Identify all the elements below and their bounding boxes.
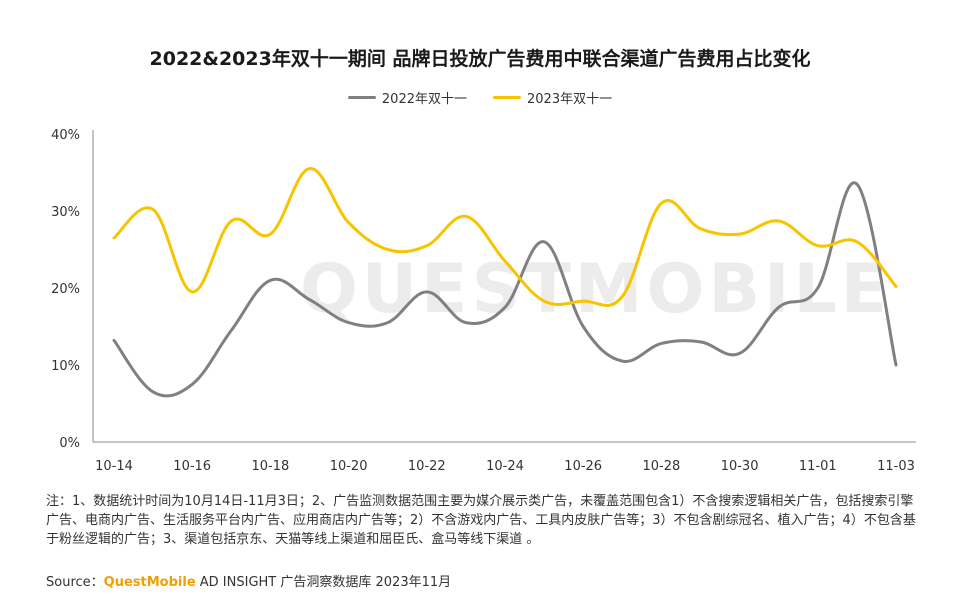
x-tick-label: 11-01 xyxy=(799,459,837,474)
x-axis: 10-14 10-16 10-18 10-20 10-22 10-24 10-26 10-28… xyxy=(93,441,916,474)
x-tick-label: 10-16 xyxy=(173,459,211,474)
legend-item-2022: 2022年双十一 xyxy=(347,88,467,107)
chart-title: 2022&2023年双十一期间 品牌日投放广告费用中联合渠道广告费用占比变化 xyxy=(149,48,811,70)
footnote: 注：1、数据统计时间为10月14日-11月3日；2、广告监测数据范围主要为媒介展… xyxy=(46,494,916,547)
source-brand: QuestMobile xyxy=(103,575,196,590)
legend: 2022年双十一 2023年双十一 xyxy=(0,88,960,107)
x-tick-label: 10-26 xyxy=(564,459,602,474)
source-prefix: Source： xyxy=(46,575,104,590)
legend-label-2023: 2023年双十一 xyxy=(527,92,613,107)
y-tick-label: 40% xyxy=(51,128,80,143)
y-tick-label: 30% xyxy=(51,205,80,220)
y-axis: 0% 10% 20% 30% 40% xyxy=(51,128,94,451)
y-tick-label: 10% xyxy=(51,359,80,374)
y-tick-label: 20% xyxy=(51,282,80,297)
x-tick-label: 10-18 xyxy=(252,459,290,474)
source-line: Source：QuestMobile AD INSIGHT 广告洞察数据库 20… xyxy=(46,571,451,590)
legend-label-2022: 2022年双十一 xyxy=(381,92,467,107)
line-chart: 0% 10% 20% 30% 40% 10-14 10-16 10-18 10-20 10-22… xyxy=(51,128,916,474)
legend-swatch-2022 xyxy=(347,96,376,99)
y-tick-label: 0% xyxy=(59,436,80,451)
x-tick-label: 10-30 xyxy=(721,459,759,474)
series-line-2022 xyxy=(112,181,898,398)
x-tick-label: 10-28 xyxy=(643,459,681,474)
x-tick-label: 11-03 xyxy=(877,459,915,474)
x-tick-label: 10-24 xyxy=(486,459,524,474)
series-layer xyxy=(112,167,898,398)
legend-swatch-2023 xyxy=(493,96,521,99)
series-line-2023 xyxy=(112,167,898,307)
x-tick-label: 10-22 xyxy=(408,459,446,474)
source-suffix: AD INSIGHT 广告洞察数据库 2023年11月 xyxy=(195,575,452,590)
x-tick-label: 10-20 xyxy=(330,459,368,474)
x-tick-label: 10-14 xyxy=(95,459,133,474)
legend-item-2023: 2023年双十一 xyxy=(493,88,612,107)
